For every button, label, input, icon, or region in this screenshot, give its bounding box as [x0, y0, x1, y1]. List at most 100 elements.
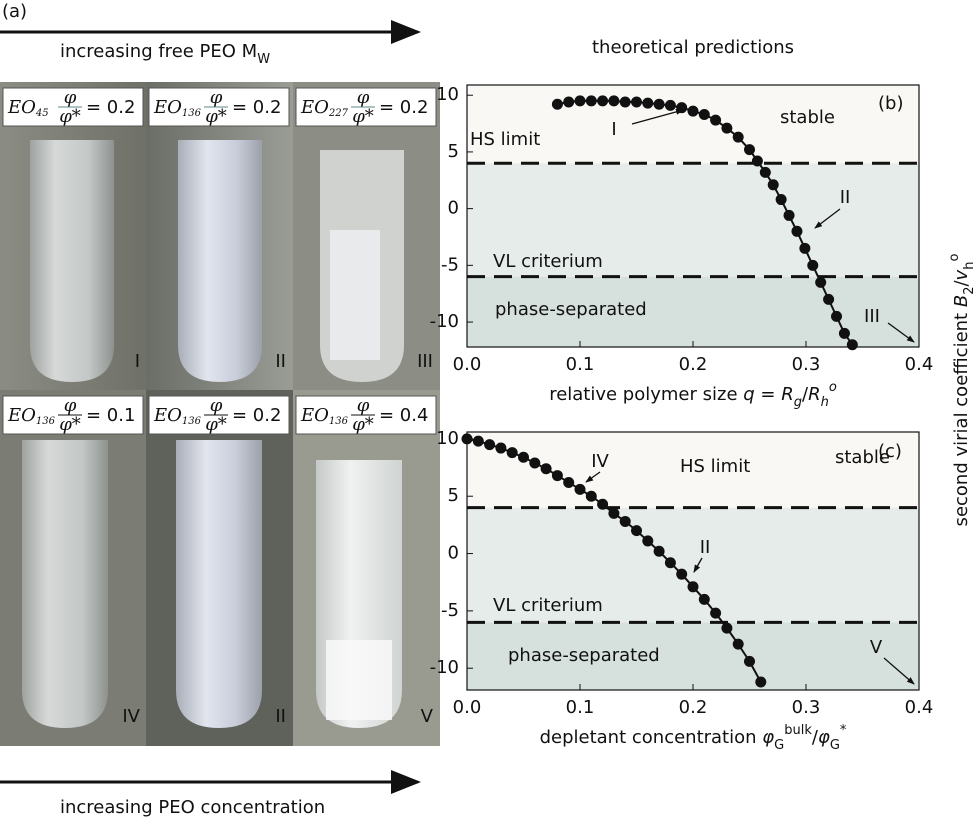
data-point — [676, 568, 688, 580]
label-part: second virial coefficient — [951, 307, 972, 526]
label-part: 2 — [962, 287, 977, 295]
data-point — [574, 95, 586, 107]
fraction-num: φ — [64, 395, 77, 416]
sample-numeral: V — [421, 706, 434, 727]
data-point — [518, 451, 529, 463]
data-point — [846, 339, 858, 351]
ratio-value: = 0.2 — [232, 97, 281, 118]
tube — [178, 140, 262, 382]
x-tick-label: 0.3 — [792, 354, 821, 375]
data-point — [608, 95, 620, 107]
x-tick-label: 0.1 — [566, 354, 595, 375]
region-middle — [467, 507, 919, 623]
tube — [30, 140, 114, 382]
label-part: EO — [153, 97, 182, 118]
data-point — [698, 593, 710, 605]
data-point — [506, 447, 518, 459]
data-point — [759, 166, 771, 178]
data-point — [563, 476, 575, 488]
y-axis-label: second virial coefficient B2/vho — [947, 254, 977, 527]
label-part: q — [743, 384, 754, 405]
fraction-den: φ* — [352, 414, 374, 435]
x-tick-label: 0.0 — [453, 354, 482, 375]
reference-label: VL criterium — [493, 251, 603, 272]
ratio-value: = 0.1 — [86, 405, 135, 426]
data-point — [721, 622, 733, 634]
tube — [22, 440, 108, 728]
label-part: / — [812, 727, 819, 748]
label-part: 136 — [329, 416, 349, 427]
data-point — [698, 108, 710, 120]
sample-label: EO136 — [153, 405, 202, 427]
label-part: o — [947, 254, 962, 262]
data-point — [540, 463, 552, 475]
sediment — [326, 640, 392, 720]
annotation-arrow — [814, 208, 841, 229]
photo-grid — [0, 82, 440, 746]
region-label: stable — [835, 447, 890, 468]
label-part: / — [951, 280, 972, 287]
label-part: R — [808, 384, 821, 405]
data-point — [687, 105, 699, 117]
label-part: G — [774, 738, 784, 753]
data-point — [461, 433, 473, 445]
annotation-arrow — [693, 557, 703, 573]
label-part: 136 — [182, 416, 202, 427]
data-point — [551, 470, 563, 482]
label-part: bulk — [784, 723, 812, 738]
fraction-num: φ — [210, 395, 223, 416]
label-part: depletant concentration — [540, 727, 763, 748]
label-part: B — [951, 295, 972, 307]
data-point — [744, 655, 755, 667]
y-tick-label: -10 — [430, 311, 459, 332]
arrow-label: increasing free PEO MW — [60, 41, 270, 67]
x-tick-label: 0.0 — [453, 697, 482, 718]
data-point — [823, 293, 835, 305]
data-point — [653, 545, 665, 557]
annotation: II — [840, 187, 851, 208]
ratio-value: = 0.4 — [379, 405, 428, 426]
annotation: III — [864, 306, 880, 327]
data-point — [687, 581, 699, 593]
sample-numeral: I — [135, 351, 140, 372]
data-point — [783, 209, 795, 221]
sample-numeral: IV — [122, 706, 140, 727]
data-point — [563, 96, 575, 108]
annotation-arrow — [585, 471, 601, 483]
data-point — [767, 179, 779, 191]
label-part: EO — [7, 97, 36, 118]
data-point — [838, 327, 850, 339]
data-point — [791, 225, 803, 237]
reference-label: VL criterium — [493, 595, 603, 616]
label-part: EO — [300, 405, 329, 426]
sample-numeral: II — [275, 351, 286, 372]
data-point — [608, 507, 620, 519]
label-part: EO — [7, 405, 36, 426]
data-point — [710, 607, 722, 619]
data-point — [775, 194, 787, 206]
arrow-label: increasing PEO concentration — [60, 797, 325, 818]
fraction-num: φ — [357, 87, 370, 108]
label-box — [295, 395, 437, 435]
fraction-num: φ — [210, 87, 223, 108]
panel-label: (c) — [878, 441, 902, 462]
sediment — [330, 230, 380, 360]
data-point — [585, 95, 597, 107]
tube — [176, 440, 262, 728]
annotation: II — [700, 537, 711, 558]
x-tick-label: 0.3 — [792, 697, 821, 718]
y-tick-label: 0 — [448, 543, 459, 564]
label-part: = — [755, 384, 782, 405]
annotation: V — [870, 637, 883, 658]
data-point — [807, 259, 819, 271]
ratio-value: = 0.2 — [232, 405, 281, 426]
label-part: EO — [153, 405, 182, 426]
data-point — [755, 676, 767, 688]
x-tick-label: 0.1 — [566, 697, 595, 718]
region-label: phase-separated — [508, 645, 660, 666]
fraction-den: φ* — [205, 414, 227, 435]
y-tick-label: 10 — [436, 84, 459, 105]
panel-label: (a) — [2, 1, 27, 22]
data-point — [815, 276, 827, 288]
data-point — [484, 439, 496, 451]
